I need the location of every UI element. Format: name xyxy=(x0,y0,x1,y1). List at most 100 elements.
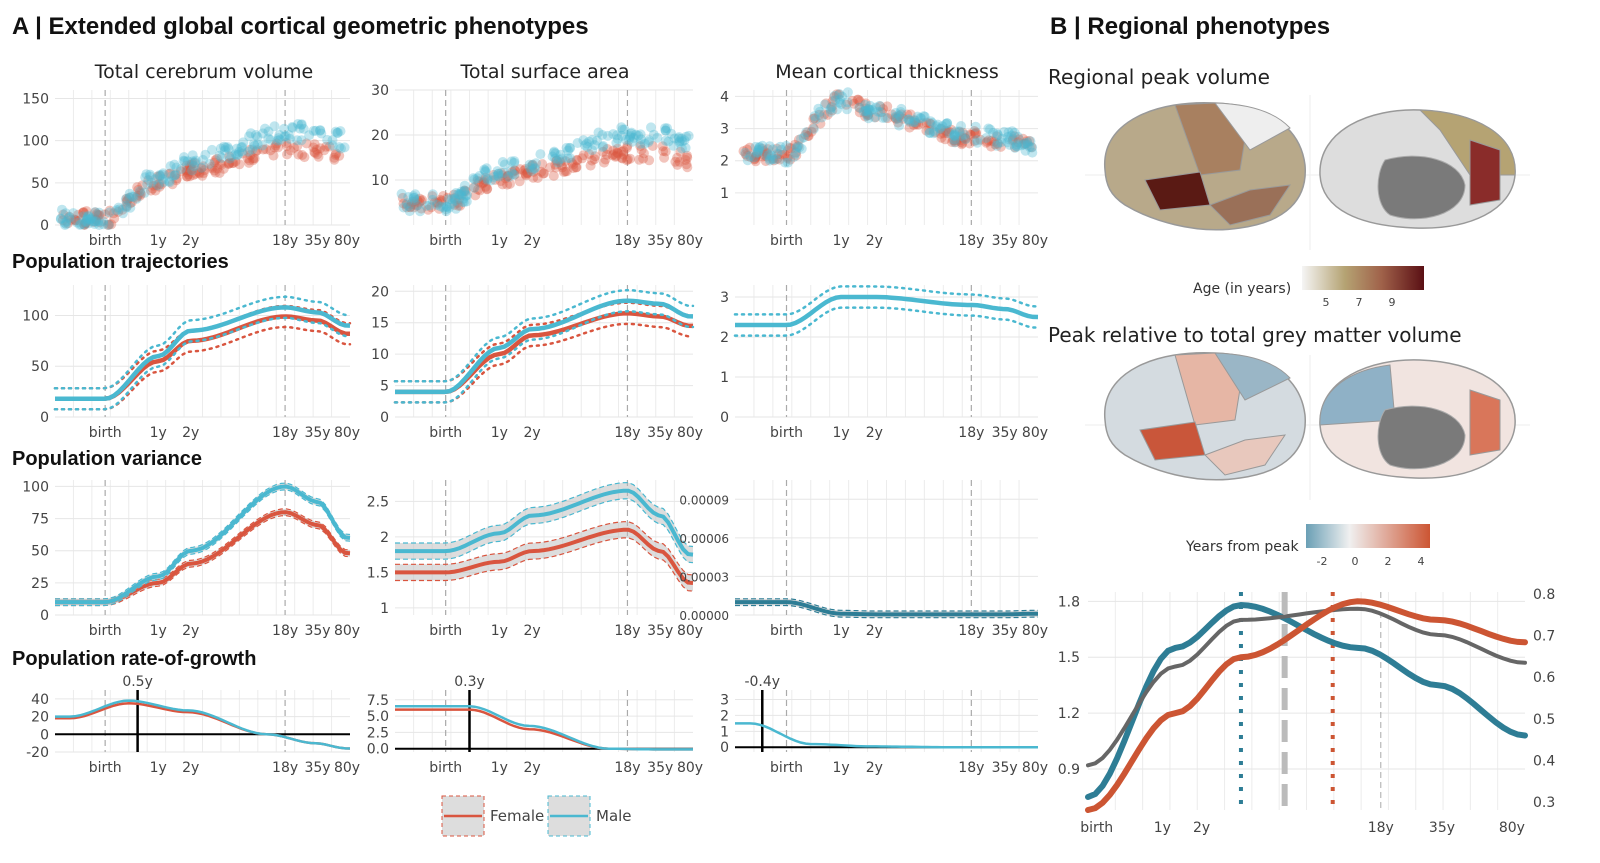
data-point xyxy=(313,151,324,162)
data-point xyxy=(164,168,174,179)
x-tick-label: 1y xyxy=(150,233,167,249)
data-point xyxy=(94,217,105,228)
data-point xyxy=(214,168,225,178)
data-point xyxy=(236,142,247,153)
median-line-male-median xyxy=(395,298,694,395)
data-point xyxy=(224,157,235,168)
y-left-tick: 0.9 xyxy=(1058,762,1080,778)
data-point xyxy=(432,198,443,209)
data-point xyxy=(135,189,146,199)
data-point xyxy=(211,153,222,164)
data-point xyxy=(194,167,205,178)
data-point xyxy=(612,143,623,154)
x-tick-label: 18y xyxy=(958,760,984,776)
data-point xyxy=(531,158,541,169)
data-point xyxy=(571,162,582,173)
data-point xyxy=(616,122,627,133)
data-point xyxy=(660,146,671,157)
data-point xyxy=(296,135,307,146)
peak-label: -0.4y xyxy=(744,674,780,690)
data-point xyxy=(181,171,192,182)
data-point xyxy=(772,148,783,159)
data-point xyxy=(421,200,432,211)
y-right-tick: 0.7 xyxy=(1533,629,1555,645)
y-tick-label: 0.00009 xyxy=(679,493,729,507)
data-point xyxy=(441,201,452,212)
data-point xyxy=(620,134,631,145)
data-point xyxy=(175,166,186,177)
x-tick-label: 80y xyxy=(677,760,703,776)
y-tick-label: 5 xyxy=(380,379,389,395)
x-tick-label: 1y xyxy=(150,425,167,441)
data-point xyxy=(402,198,412,209)
data-point xyxy=(438,202,449,213)
y-tick-label: 0 xyxy=(40,727,49,743)
data-point xyxy=(460,186,471,197)
data-point xyxy=(849,98,859,109)
data-point xyxy=(814,106,825,117)
data-point xyxy=(571,154,582,165)
y-tick-label: 10 xyxy=(371,173,389,189)
variance-band xyxy=(395,521,693,592)
data-point xyxy=(986,135,997,146)
data-point xyxy=(942,118,953,129)
data-point xyxy=(408,191,419,202)
data-point xyxy=(969,128,980,139)
data-point xyxy=(909,115,920,126)
data-point xyxy=(942,126,953,137)
x-tick-label: 35y xyxy=(647,425,673,441)
data-point xyxy=(252,145,263,156)
data-point xyxy=(252,139,263,150)
data-point xyxy=(793,134,804,145)
data-point xyxy=(764,155,775,166)
data-point xyxy=(233,149,244,160)
data-point xyxy=(503,171,514,182)
data-point xyxy=(122,195,133,205)
data-point xyxy=(949,134,960,145)
data-point xyxy=(397,192,408,203)
data-point xyxy=(218,163,229,174)
data-point xyxy=(412,200,423,211)
data-point xyxy=(782,153,793,164)
data-point xyxy=(891,113,902,124)
data-point xyxy=(293,149,304,160)
data-point xyxy=(86,213,97,224)
data-point xyxy=(60,208,71,219)
data-point xyxy=(568,159,578,170)
data-point xyxy=(862,107,873,118)
data-point xyxy=(673,133,684,144)
data-point xyxy=(669,133,680,144)
data-point xyxy=(1024,142,1035,153)
data-point xyxy=(930,127,941,138)
data-point xyxy=(250,146,261,157)
y-tick-label: 0.00000 xyxy=(679,609,729,623)
data-point xyxy=(1026,142,1037,153)
data-point xyxy=(757,140,768,151)
data-point xyxy=(956,121,966,131)
centile-line xyxy=(53,295,352,390)
data-point xyxy=(296,119,307,130)
data-point xyxy=(509,169,520,180)
x-tick-label: 35y xyxy=(992,233,1018,249)
data-point xyxy=(584,136,595,147)
data-point xyxy=(449,199,460,210)
data-point xyxy=(611,137,622,148)
data-point xyxy=(526,165,537,176)
data-point xyxy=(232,150,242,161)
data-point xyxy=(909,115,920,126)
data-point xyxy=(940,125,951,136)
data-point xyxy=(810,114,821,125)
x-tick-label: 2y xyxy=(866,425,883,441)
data-point xyxy=(819,109,830,120)
data-point xyxy=(456,186,467,197)
data-point xyxy=(989,136,999,147)
data-point xyxy=(171,175,182,186)
x-tick-label: 2y xyxy=(1193,820,1210,836)
x-tick-label: 80y xyxy=(334,623,360,639)
data-point xyxy=(893,110,904,121)
data-point xyxy=(551,155,562,166)
x-tick-label: 35y xyxy=(1429,820,1455,836)
data-point xyxy=(983,123,994,134)
median-line-median xyxy=(735,294,1039,328)
data-point xyxy=(198,161,209,172)
